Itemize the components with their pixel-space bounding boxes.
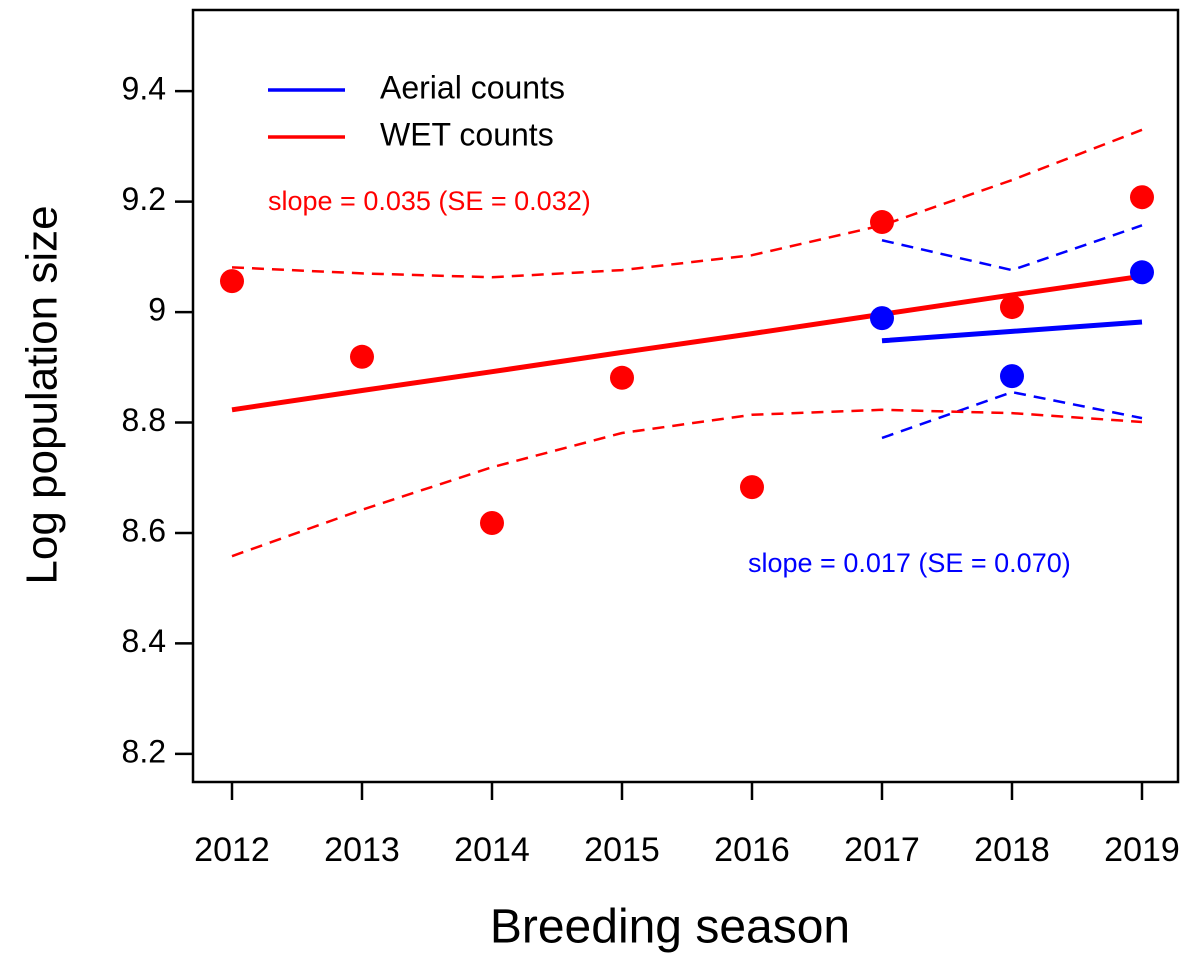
x-axis-label: Breeding season xyxy=(490,901,850,954)
x-tick-label: 2015 xyxy=(584,831,660,869)
plot-frame xyxy=(191,8,1180,784)
y-tick-label: 8.2 xyxy=(122,733,166,769)
data-point xyxy=(869,210,894,235)
x-tick-label: 2018 xyxy=(974,831,1050,869)
x-tick-label: 2014 xyxy=(454,831,530,869)
legend-label: Aerial counts xyxy=(380,69,565,105)
data-point xyxy=(1129,185,1154,210)
data-point xyxy=(999,295,1024,320)
legend-label: WET counts xyxy=(380,116,554,152)
data-point xyxy=(479,511,504,536)
y-tick-label: 8.6 xyxy=(122,512,166,548)
x-tick-label: 2013 xyxy=(324,831,400,869)
ci-upper xyxy=(881,224,1143,272)
fit-line xyxy=(231,273,1143,413)
x-tick-label: 2019 xyxy=(1104,831,1180,869)
data-point xyxy=(1129,260,1154,285)
y-tick-label: 9 xyxy=(148,292,166,328)
data-point xyxy=(349,344,374,369)
y-tick-label: 9.4 xyxy=(122,71,166,107)
y-tick-label: 9.2 xyxy=(122,181,166,217)
data-point xyxy=(999,364,1024,389)
slope-annotation: slope = 0.035 (SE = 0.032) xyxy=(268,186,591,216)
data-point xyxy=(739,475,764,500)
fit-line xyxy=(881,319,1143,344)
y-tick-label: 8.8 xyxy=(122,402,166,438)
y-tick-label: 8.4 xyxy=(122,623,166,659)
ci-lower xyxy=(231,408,1143,558)
ci-upper xyxy=(231,128,1143,279)
data-point xyxy=(219,269,244,294)
ci-lower xyxy=(881,390,1143,440)
data-point xyxy=(869,306,894,331)
x-tick-label: 2017 xyxy=(844,831,920,869)
x-tick-label: 2012 xyxy=(194,831,270,869)
y-axis-label: Log population size xyxy=(18,205,67,584)
slope-annotation: slope = 0.017 (SE = 0.070) xyxy=(748,548,1071,578)
data-point xyxy=(609,365,634,390)
x-tick-label: 2016 xyxy=(714,831,790,869)
